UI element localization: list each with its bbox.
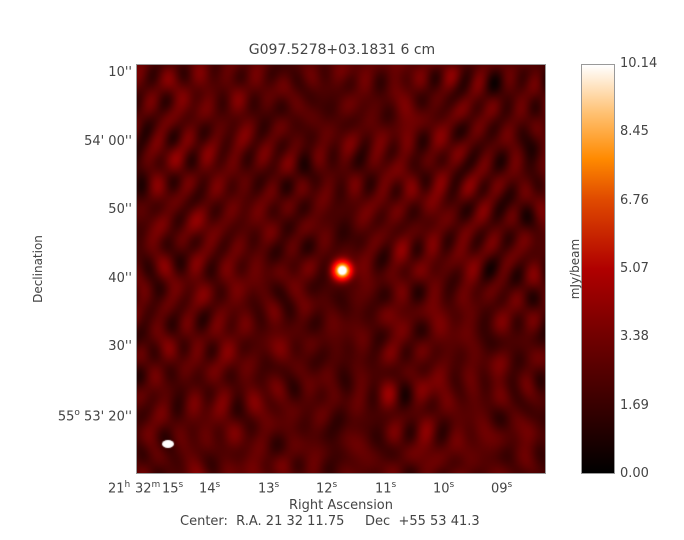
colorbar-tick: 10.14 — [620, 56, 658, 71]
colorbar — [581, 64, 615, 474]
x-tick: 21h — [108, 480, 131, 497]
y-tick: 50'' — [108, 202, 132, 217]
colorbar-tick: 5.07 — [620, 261, 649, 276]
x-tick: 13s — [258, 480, 280, 497]
x-axis-label: Right Ascension — [289, 498, 393, 513]
colorbar-tick: 0.00 — [620, 466, 649, 481]
y-axis-label: Declination — [31, 235, 45, 303]
y-tick: 54' 00'' — [84, 134, 132, 149]
x-tick: 09s — [491, 480, 513, 497]
y-tick: 30'' — [108, 339, 132, 354]
intensity-map — [137, 65, 545, 473]
x-tick: 12s — [316, 480, 338, 497]
y-tick: 40'' — [108, 271, 132, 286]
x-tick: 11s — [375, 480, 397, 497]
colorbar-label: mJy/beam — [568, 238, 582, 300]
image-plot — [136, 64, 546, 474]
center-coordinates: Center: R.A. 21 32 11.75 Dec +55 53 41.3 — [180, 514, 480, 529]
y-tick: 10'' — [108, 65, 132, 80]
x-tick: 10s — [433, 480, 455, 497]
colorbar-tick: 1.69 — [620, 397, 649, 413]
chart-title: G097.5278+03.1831 6 cm — [248, 42, 436, 58]
colorbar-tick: 8.45 — [620, 124, 649, 140]
x-tick: 32m — [135, 480, 161, 497]
x-tick: 14s — [199, 480, 221, 497]
colorbar-tick: 3.38 — [620, 329, 649, 345]
colorbar-tick: 6.76 — [620, 192, 649, 208]
x-tick: 15s — [162, 480, 184, 497]
y-tick-deg: 55 — [57, 409, 75, 425]
y-tick: 55o 53' 20'' — [57, 408, 132, 425]
